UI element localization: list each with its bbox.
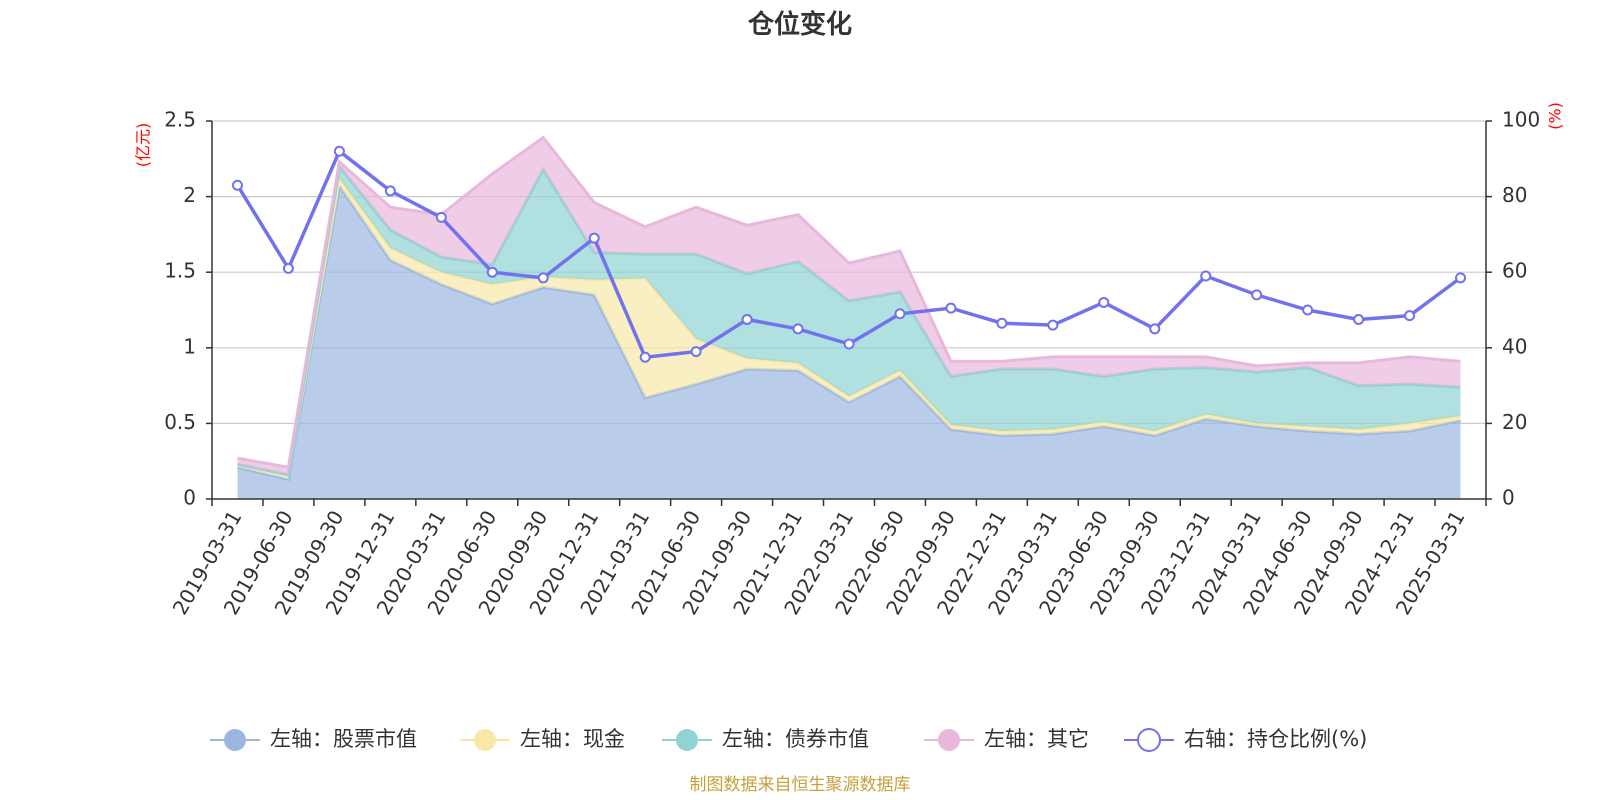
ratio-point [1251, 289, 1263, 301]
ratio-point [1302, 304, 1314, 316]
left-axis-tick-label: 2.5 [164, 108, 196, 132]
left-axis-tick-label: 1 [183, 334, 196, 358]
ratio-point [690, 346, 702, 358]
ratio-point [1353, 313, 1365, 325]
right-axis-tick-label: 80 [1502, 183, 1527, 207]
ratio-point [945, 302, 957, 314]
ratio-point [282, 262, 294, 274]
left-axis-tick-label: 0.5 [164, 410, 196, 434]
ratio-point [384, 185, 396, 197]
legend-marker [224, 729, 246, 751]
ratio-point [639, 351, 651, 363]
left-axis-tick-label: 0 [183, 486, 196, 510]
right-axis-tick-label: 100 [1502, 108, 1540, 132]
ratio-point [1047, 319, 1059, 331]
right-axis-tick-label: 20 [1502, 410, 1527, 434]
legend-label: 左轴：现金 [520, 727, 625, 751]
ratio-point [792, 323, 804, 335]
legend-marker [1137, 728, 1161, 752]
legend-marker [474, 729, 496, 751]
ratio-point [1200, 270, 1212, 282]
legend: 左轴：股票市值 左轴：现金 左轴：债券市值 左轴：其它 右轴：持仓比例(%) [210, 727, 1367, 752]
ratio-point [1149, 323, 1161, 335]
right-axis-tick-label: 60 [1502, 259, 1527, 283]
ratio-point [741, 313, 753, 325]
ratio-point [894, 308, 906, 320]
ratio-point [843, 338, 855, 350]
ratio-point [588, 232, 600, 244]
ratio-point [333, 145, 345, 157]
left-axis-unit: (亿元) [134, 123, 153, 168]
ratio-point [537, 272, 549, 284]
legend-label: 左轴：债券市值 [722, 727, 869, 751]
legend-marker [938, 729, 960, 751]
ratio-point [996, 317, 1008, 329]
ratio-point [486, 266, 498, 278]
ratio-point [1404, 310, 1416, 322]
stacked-areas [237, 135, 1461, 499]
ratio-point [1455, 272, 1467, 284]
legend-label: 左轴：股票市值 [270, 727, 417, 751]
right-axis-tick-label: 0 [1502, 486, 1515, 510]
ratio-point [1098, 296, 1110, 308]
area-2 [237, 166, 1461, 475]
legend-label: 左轴：其它 [984, 727, 1089, 751]
area-0 [237, 186, 1461, 499]
chart-title: 仓位变化 [747, 9, 852, 40]
ratio-point [231, 179, 243, 191]
right-axis-tick-label: 40 [1502, 334, 1527, 358]
ratio-point [435, 211, 447, 223]
left-axis-tick-label: 2 [183, 183, 196, 207]
holding-ratio-line [231, 145, 1467, 363]
right-axis-unit: (%) [1546, 102, 1565, 130]
legend-marker [676, 729, 698, 751]
left-axis-tick-label: 1.5 [164, 259, 196, 283]
data-source-note: 制图数据来自恒生聚源数据库 [690, 775, 911, 795]
legend-label: 右轴：持仓比例(%) [1184, 727, 1367, 751]
